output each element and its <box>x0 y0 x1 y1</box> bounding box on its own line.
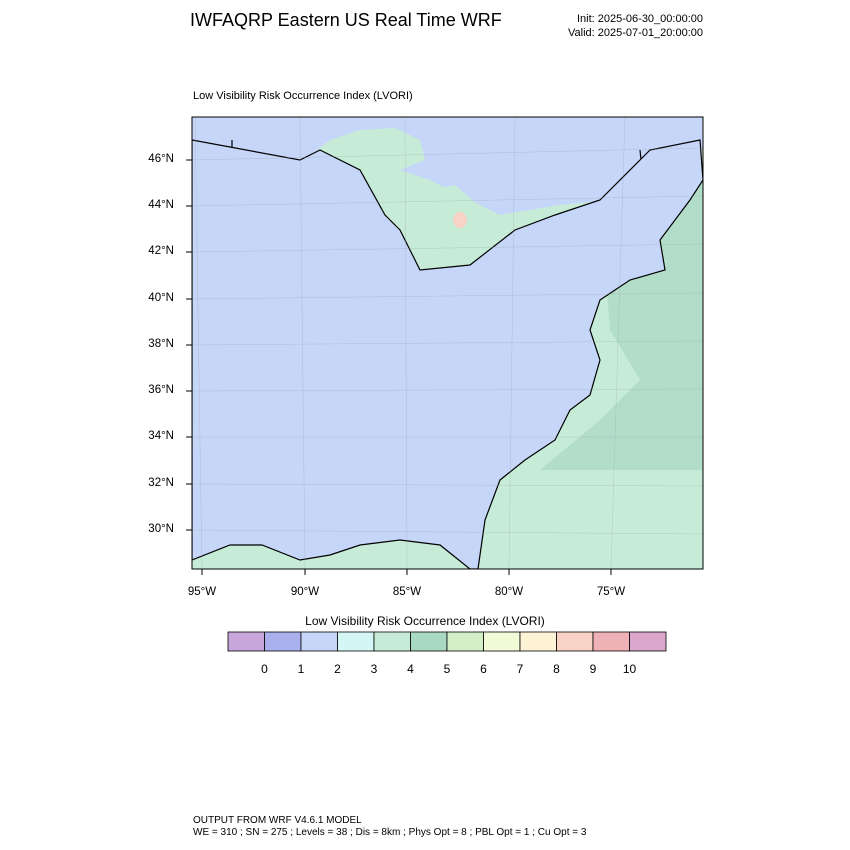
lon-ticks <box>201 569 612 575</box>
colorbar-swatch <box>483 631 521 652</box>
colorbar-swatch <box>410 631 448 652</box>
map-subtitle: Low Visibility Risk Occurrence Index (LV… <box>193 90 413 102</box>
colorbar-swatch <box>519 631 557 652</box>
map-frame <box>191 116 704 570</box>
lon-label: 90°W <box>290 586 320 598</box>
colorbar-swatch <box>446 631 484 652</box>
colorbar-label: 7 <box>516 662 524 676</box>
colorbar-label: 0 <box>261 662 268 676</box>
atlantic-south-field <box>480 470 703 569</box>
canada-field <box>192 117 703 215</box>
lat-label: 36°N <box>148 384 174 396</box>
gulf-of-mexico <box>192 540 470 569</box>
lon-label: 85°W <box>392 586 422 598</box>
lat-label: 44°N <box>148 199 174 211</box>
colorbar-label: 9 <box>589 662 597 676</box>
lat-label: 46°N <box>148 153 174 165</box>
colorbar-label: 3 <box>370 662 378 676</box>
colorbar-swatch <box>556 631 594 652</box>
colorbar-label: 6 <box>480 662 487 676</box>
colorbar-swatch <box>337 631 375 652</box>
colorbar-label: 8 <box>553 662 560 676</box>
graticule <box>192 117 703 569</box>
colorbar-swatch <box>227 631 265 652</box>
lon-label: 75°W <box>596 586 626 598</box>
colorbar-swatch <box>592 631 630 652</box>
colorbar-label: 5 <box>443 662 451 676</box>
colorbar <box>227 631 667 652</box>
colorbar-swatch <box>629 631 667 652</box>
footer-config: WE = 310 ; SN = 275 ; Levels = 38 ; Dis … <box>193 827 587 838</box>
footer-model: OUTPUT FROM WRF V4.6.1 MODEL <box>193 815 362 826</box>
map-area <box>192 117 703 569</box>
hotspot <box>453 212 467 228</box>
colorbar-swatch <box>264 631 302 652</box>
plot-title: IWFAQRP Eastern US Real Time WRF <box>190 10 502 30</box>
colorbar-label: 1 <box>297 662 305 676</box>
lat-label: 32°N <box>148 477 174 489</box>
lat-label: 42°N <box>148 245 174 257</box>
colorbar-title: Low Visibility Risk Occurrence Index (LV… <box>305 614 545 628</box>
lon-label: 80°W <box>494 586 524 598</box>
colorbar-label: 10 <box>622 662 637 676</box>
lat-label: 38°N <box>148 338 174 350</box>
lat-label: 34°N <box>148 430 174 442</box>
valid-time: Valid: 2025-07-01_20:00:00 <box>568 27 703 39</box>
colorbar-label: 2 <box>334 662 341 676</box>
lat-ticks <box>186 159 192 531</box>
init-time: Init: 2025-06-30_00:00:00 <box>577 13 703 25</box>
colorbar-swatch <box>300 631 338 652</box>
lon-label: 95°W <box>187 586 217 598</box>
lat-label: 30°N <box>148 523 174 535</box>
colorbar-label: 4 <box>407 662 414 676</box>
colorbar-swatch <box>373 631 411 652</box>
lat-label: 40°N <box>148 292 174 304</box>
